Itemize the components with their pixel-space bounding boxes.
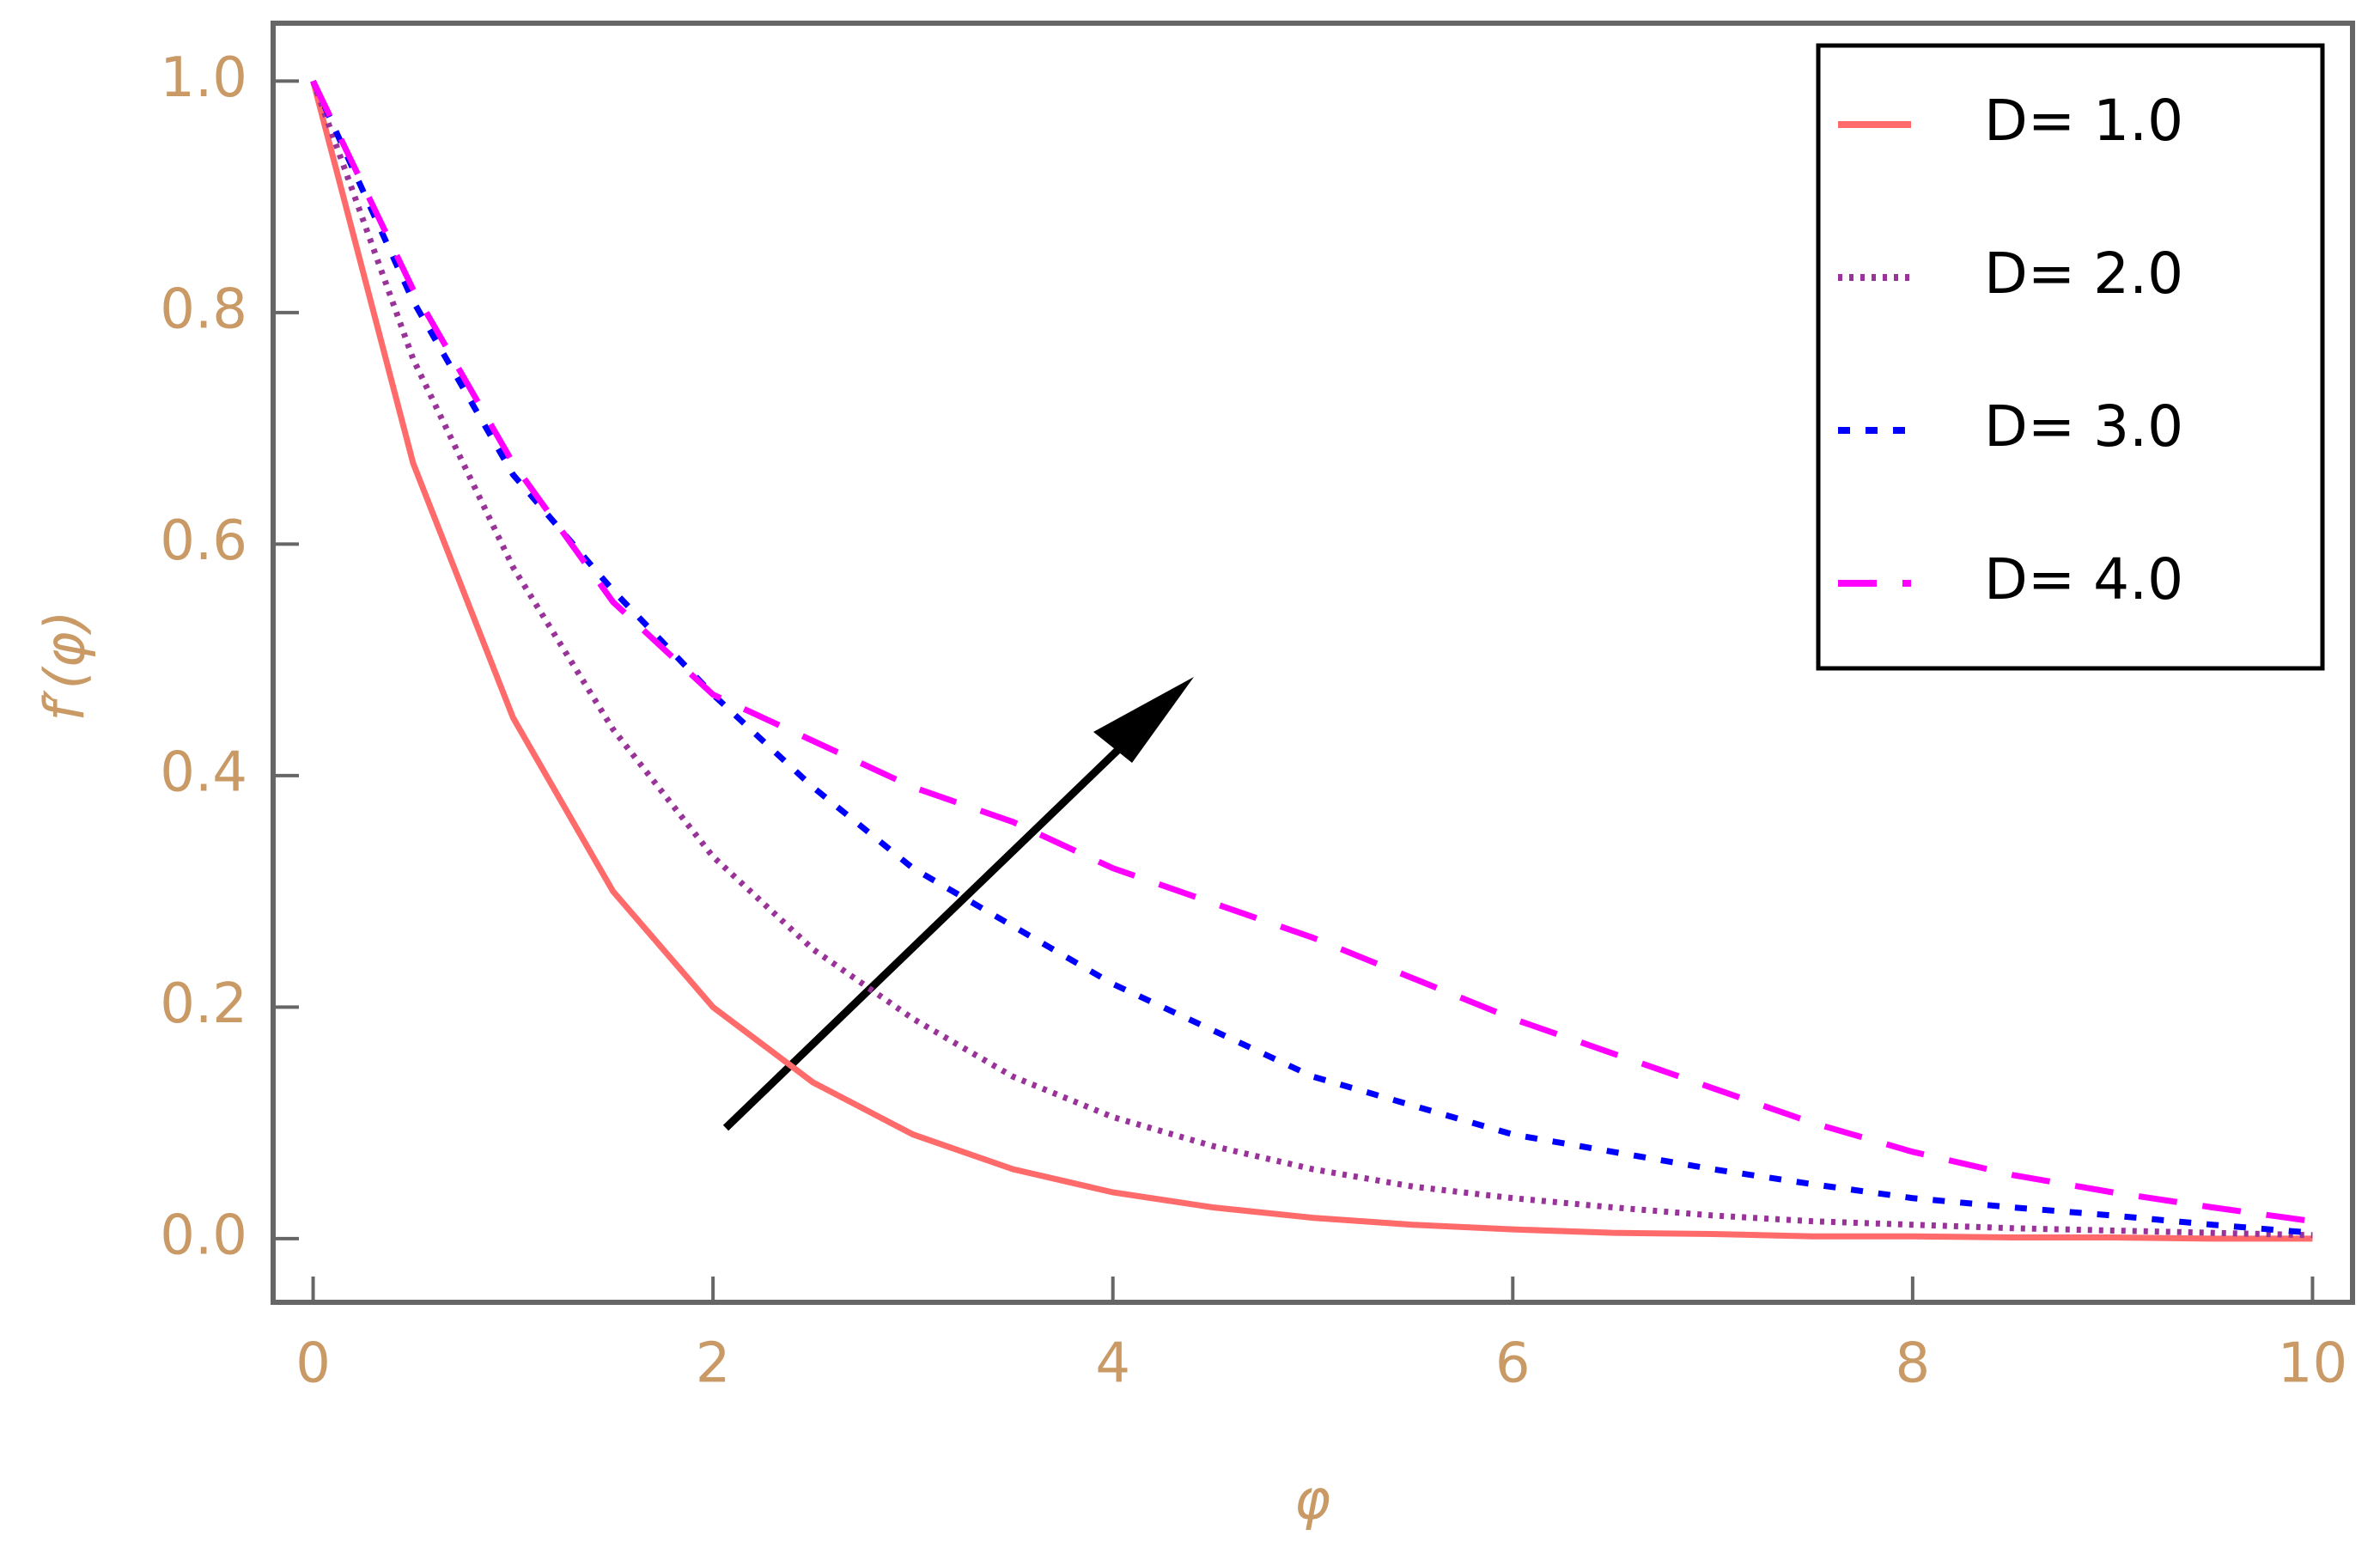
series-line bbox=[310, 79, 2313, 1236]
plot-frame bbox=[271, 21, 2355, 1305]
x-tick-label: 6 bbox=[1495, 1332, 1531, 1396]
x-tick-label: 2 bbox=[696, 1332, 731, 1396]
y-tick-label: 0.6 bbox=[160, 509, 247, 573]
x-tick-label: 0 bbox=[295, 1332, 331, 1396]
legend-label: D= 1.0 bbox=[1984, 88, 2183, 154]
y-tick-label: 1.0 bbox=[160, 46, 247, 110]
y-tick-label: 0.0 bbox=[160, 1204, 247, 1267]
arrow bbox=[722, 677, 1194, 1131]
series-line bbox=[310, 80, 2313, 1239]
y-tick-label: 0.8 bbox=[160, 277, 247, 341]
legend-label: D= 4.0 bbox=[1984, 546, 2183, 612]
arrow-shaft bbox=[722, 715, 1154, 1131]
y-axis-label: f′(φ) bbox=[34, 610, 98, 721]
x-tick-label: 8 bbox=[1896, 1332, 1931, 1396]
legend-box bbox=[1816, 43, 2325, 671]
x-tick-label: 10 bbox=[2278, 1332, 2347, 1396]
series-line bbox=[310, 80, 2313, 1242]
series-line bbox=[310, 79, 2313, 1225]
y-tick-label: 0.4 bbox=[160, 740, 247, 804]
x-tick-label: 4 bbox=[1095, 1332, 1130, 1396]
y-tick-label: 0.2 bbox=[160, 972, 247, 1036]
legend-label: D= 2.0 bbox=[1984, 241, 2183, 307]
x-axis-label: φ bbox=[1294, 1469, 1330, 1533]
legend-label: D= 3.0 bbox=[1984, 393, 2183, 460]
arrow-head bbox=[1093, 677, 1194, 763]
